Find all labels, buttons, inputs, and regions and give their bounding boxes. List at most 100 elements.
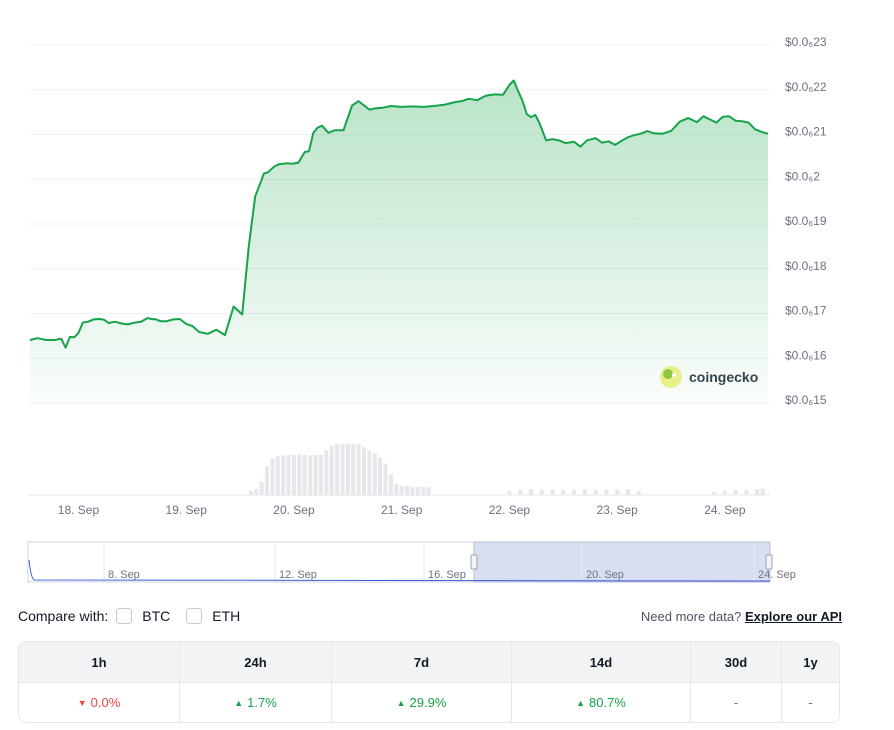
down-arrow-icon: ▼ <box>77 698 87 708</box>
volume-bar <box>625 489 630 495</box>
eth-label[interactable]: ETH <box>212 608 241 624</box>
compare-row: Compare with: BTC ETH Need more data? Ex… <box>18 605 842 627</box>
volume-bar <box>394 483 399 495</box>
volume-bar <box>604 489 609 495</box>
volume-bar <box>275 456 280 495</box>
navigator-tick-label: 12. Sep <box>279 569 317 581</box>
x-tick-label: 24. Sep <box>704 503 746 517</box>
header-14d: 14d <box>512 642 691 683</box>
eth-checkbox[interactable] <box>186 608 203 624</box>
navigator-tick-label: 16. Sep <box>428 569 466 581</box>
volume-bar <box>518 489 523 495</box>
volume-bar <box>313 454 318 495</box>
navigator-labels: 8. Sep 12. Sep 16. Sep 20. Sep 24. Sep <box>108 569 796 581</box>
volume-bar <box>383 463 388 495</box>
coingecko-watermark: coingecko <box>660 366 758 388</box>
volume-bar <box>291 454 296 495</box>
y-tick-label: $0.0₆18 <box>785 259 827 273</box>
header-7d: 7d <box>332 642 512 683</box>
volume-bar <box>760 488 765 495</box>
performance-value-row: ▼ 0.0% ▲ 1.7% ▲ 29.9% ▲ 80.7% - - <box>19 683 839 722</box>
price-area <box>30 80 768 405</box>
navigator-left-handle[interactable] <box>470 554 478 570</box>
price-line <box>29 79 769 349</box>
volume-bar <box>421 486 426 495</box>
value-1y: - <box>808 695 813 710</box>
volume-bar <box>356 444 361 495</box>
x-tick-label: 22. Sep <box>489 503 531 517</box>
btc-label[interactable]: BTC <box>142 608 171 624</box>
volume-bar <box>318 454 323 495</box>
volume-bar <box>265 466 270 495</box>
volume-bars <box>248 443 765 495</box>
volume-bar <box>361 447 366 495</box>
performance-header-row: 1h 24h 7d 14d 30d 1y <box>19 642 839 683</box>
volume-bar <box>539 489 544 495</box>
volume-bar <box>286 454 291 495</box>
up-arrow-icon: ▲ <box>234 698 244 708</box>
volume-bar <box>254 488 259 495</box>
explore-api-link[interactable]: Explore our API <box>744 608 842 624</box>
volume-bar <box>324 450 329 495</box>
volume-bar <box>593 489 598 495</box>
volume-bar <box>340 443 345 495</box>
volume-bar <box>281 455 286 495</box>
navigator-tick-label: 24. Sep <box>758 569 796 581</box>
range-navigator[interactable]: 8. Sep 12. Sep 16. Sep 20. Sep 24. Sep <box>27 541 796 583</box>
navigator-tick-label: 20. Sep <box>586 569 624 581</box>
value-24h: ▲ 1.7% <box>180 683 332 722</box>
up-arrow-icon: ▲ <box>396 698 406 708</box>
volume-bar <box>615 489 620 495</box>
volume-bar <box>755 489 760 495</box>
y-tick-label: $0.0₆16 <box>785 348 827 362</box>
header-24h: 24h <box>180 642 332 683</box>
x-axis-labels: 18. Sep 19. Sep 20. Sep 21. Sep 22. Sep 23. S… <box>58 503 746 517</box>
volume-bar <box>378 457 383 495</box>
y-tick-label: $0.0₆19 <box>785 214 827 228</box>
volume-bar <box>722 490 727 495</box>
volume-bar <box>270 458 275 495</box>
compare-label: Compare with: <box>18 608 109 624</box>
volume-bar <box>399 485 404 495</box>
watermark-text: coingecko <box>689 369 758 385</box>
y-tick-label: $0.0₆15 <box>785 393 827 407</box>
volume-bar <box>329 446 334 495</box>
api-prompt: Need more data? Explore our API <box>641 609 842 624</box>
value-1h: ▼ 0.0% <box>19 683 180 722</box>
price-chart[interactable]: $0.0₆23 $0.0₆22 $0.0₆21 $0.0₆2 $0.0₆19 $0.0₆1… <box>0 0 894 595</box>
navigator-tick-label: 8. Sep <box>108 569 140 581</box>
y-axis-labels: $0.0₆23 $0.0₆22 $0.0₆21 $0.0₆2 $0.0₆19 $0.0₆1… <box>785 35 827 407</box>
volume-bar <box>367 450 372 495</box>
volume-bar <box>572 489 577 495</box>
volume-bar <box>528 489 533 495</box>
volume-bar <box>426 487 431 495</box>
volume-bar <box>335 444 340 495</box>
volume-bar <box>582 489 587 495</box>
volume-bar <box>561 489 566 495</box>
volume-bar <box>636 490 641 495</box>
btc-checkbox[interactable] <box>116 608 133 624</box>
up-arrow-icon: ▲ <box>576 698 586 708</box>
volume-bar <box>308 455 313 495</box>
volume-bar <box>388 474 393 495</box>
volume-bar <box>302 454 307 495</box>
y-tick-label: $0.0₆2 <box>785 169 820 183</box>
x-tick-label: 19. Sep <box>166 503 208 517</box>
performance-table: 1h 24h 7d 14d 30d 1y ▼ 0.0% ▲ 1.7% ▲ 29.9% … <box>18 641 840 723</box>
x-tick-label: 20. Sep <box>273 503 315 517</box>
volume-bar <box>415 486 420 495</box>
x-tick-label: 23. Sep <box>596 503 638 517</box>
volume-bar <box>405 486 410 495</box>
volume-bar <box>248 490 253 495</box>
volume-bar <box>712 491 717 495</box>
volume-bar <box>297 454 302 495</box>
navigator-right-handle[interactable] <box>765 554 773 570</box>
volume-bar <box>259 482 264 495</box>
volume-bar <box>410 486 415 495</box>
volume-bar <box>744 489 749 495</box>
volume-bar <box>550 489 555 495</box>
header-30d: 30d <box>691 642 782 683</box>
value-7d: ▲ 29.9% <box>332 683 512 722</box>
navigator-line <box>28 559 771 582</box>
x-tick-label: 18. Sep <box>58 503 100 517</box>
